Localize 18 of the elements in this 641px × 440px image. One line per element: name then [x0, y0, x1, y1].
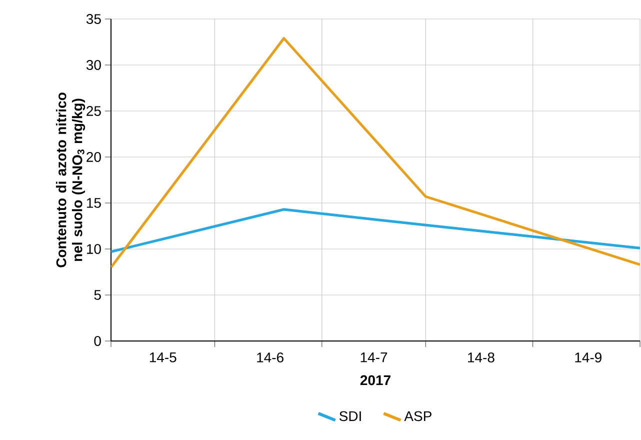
y-tick-label: 5 [94, 290, 101, 300]
y-tick-label: 15 [86, 198, 101, 208]
line-series [111, 37, 640, 269]
y-tick-label: 10 [86, 244, 101, 254]
legend-label: SDI [339, 411, 361, 422]
y-tick-label: 35 [86, 14, 101, 24]
x-tick-label: 14-9 [575, 352, 602, 362]
y-tick-label: 20 [86, 152, 101, 162]
x-tick-label: 14-7 [360, 352, 388, 362]
x-tick-label: 14-8 [468, 352, 494, 362]
legend-label: ASP [404, 411, 432, 422]
line-series [111, 208, 640, 254]
y-tick-label: 30 [86, 60, 101, 70]
y-tick-label: 25 [86, 106, 101, 116]
x-axis-title: 2017 [360, 375, 390, 386]
y-tick-label: 0 [94, 336, 101, 346]
x-tick-label: 14-6 [257, 352, 284, 362]
x-tick-label: 14-5 [150, 352, 176, 362]
